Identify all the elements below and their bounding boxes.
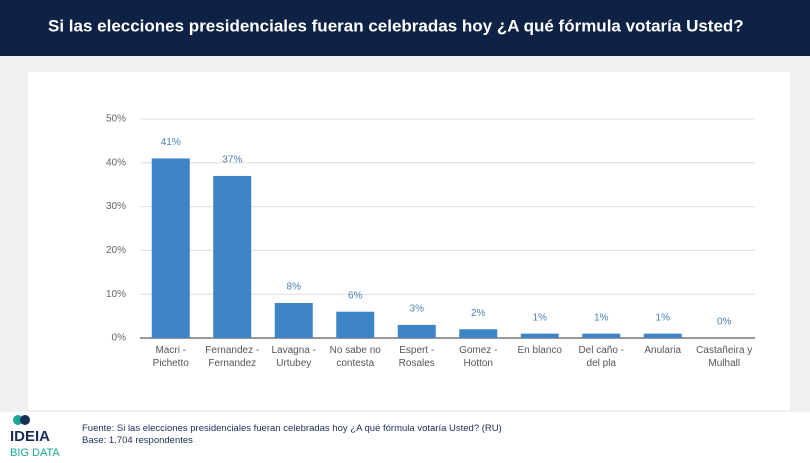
value-label: 1% [594, 312, 609, 323]
value-label: 6% [348, 290, 363, 301]
bar [274, 302, 313, 338]
y-tick-label: 30% [106, 201, 126, 212]
bar [459, 329, 498, 338]
x-tick-label: Del caño - del pla [578, 345, 625, 369]
value-label: 2% [471, 308, 486, 319]
bar [336, 311, 375, 338]
logo-sub: BIG DATA [10, 447, 60, 459]
x-tick-label: No sabe no contesta [329, 345, 381, 369]
value-label: 41% [161, 137, 181, 148]
x-tick-label: Castañeira y Mulhall [696, 345, 753, 369]
y-tick-label: 40% [106, 157, 126, 168]
x-tick-label: Macri - Pichetto [152, 345, 189, 369]
source: Fuente: Si las elecciones presidenciales… [82, 423, 502, 434]
x-tick-label: Anularia [644, 345, 682, 356]
bar [520, 333, 559, 338]
logo-icon [20, 415, 30, 425]
value-label: 1% [656, 312, 671, 323]
value-label: 37% [222, 155, 242, 166]
x-tick-label: En blanco [517, 345, 562, 356]
value-label: 8% [287, 282, 302, 293]
x-tick-label: Espert - Rosales [398, 345, 435, 369]
chart-title: Si las elecciones presidenciales fueran … [48, 16, 744, 35]
bar [643, 333, 682, 338]
y-tick-label: 10% [106, 289, 126, 300]
value-label: 0% [717, 317, 732, 328]
x-tick-label: Gomez - Hotton [459, 345, 498, 369]
logo-icon [13, 415, 23, 425]
bar [151, 158, 190, 338]
bar [582, 333, 621, 338]
footer-band [0, 412, 810, 463]
base: Base: 1.704 respondentes [82, 435, 193, 446]
x-tick-label: Lavagna - Urtubey [271, 345, 316, 369]
value-label: 1% [533, 312, 548, 323]
header [0, 0, 810, 56]
y-tick-label: 0% [112, 333, 127, 344]
value-label: 3% [410, 304, 425, 315]
bar [213, 175, 252, 338]
y-tick-label: 20% [106, 245, 126, 256]
logo-name: IDEIA [10, 428, 50, 445]
bar [397, 324, 436, 338]
x-tick-label: Fernandez - Fernandez [205, 345, 260, 369]
y-tick-label: 50% [106, 114, 126, 125]
